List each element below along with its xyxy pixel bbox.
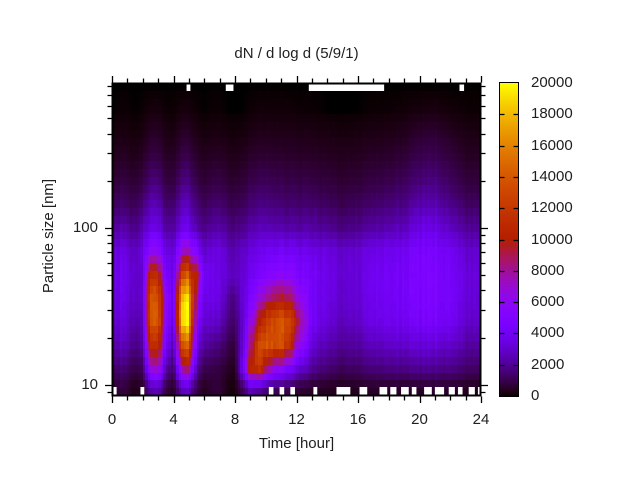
colorbar-tick-label: 20000 [531, 74, 573, 91]
colorbar-tick-label: 4000 [531, 324, 565, 342]
x-tick-label: 12 [288, 411, 305, 428]
colorbar-tick-label: 16000 [531, 136, 573, 154]
x-tick-label: 4 [169, 411, 178, 428]
colorbar-tick-label: 18000 [531, 105, 573, 123]
colorbar-tick-label: 2000 [531, 355, 565, 373]
x-axis-label: Time [hour] [258, 435, 335, 452]
y-tick-label: 100 [72, 219, 98, 237]
colorbar-tick-label: 8000 [531, 261, 565, 279]
chart-title: dN / d log d (5/9/1) [234, 45, 359, 62]
y-axis-label: Particle size [nm] [40, 178, 57, 294]
x-tick-label: 16 [349, 411, 367, 428]
colorbar-tick-label: 14000 [531, 167, 573, 185]
x-tick-label: 24 [472, 411, 490, 428]
heatmap-plot-area [112, 83, 481, 396]
colorbar-tick-label: 0 [531, 387, 540, 404]
colorbar-gradient [500, 83, 518, 396]
x-tick-label: 0 [107, 411, 117, 428]
x-tick-label: 20 [411, 411, 428, 428]
x-tick-label: 8 [230, 411, 240, 428]
y-tick-label: 10 [81, 375, 98, 393]
colorbar-tick-label: 12000 [531, 199, 573, 217]
colorbar-tick-label: 10000 [531, 230, 573, 248]
colorbar-tick-label: 6000 [531, 293, 565, 311]
